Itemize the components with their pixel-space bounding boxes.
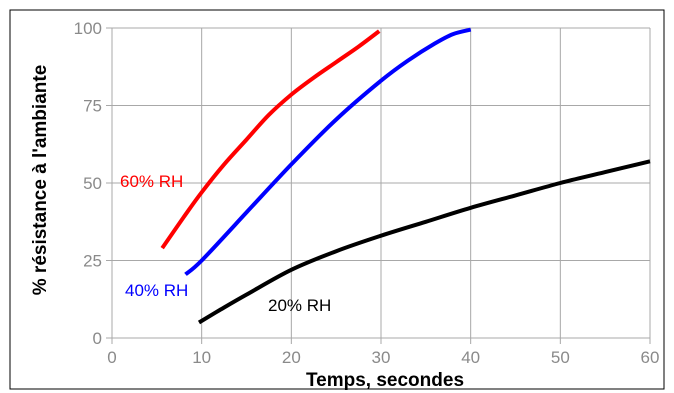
chart-frame: [9, 9, 665, 390]
x-axis-title: Temps, secondes: [306, 370, 464, 391]
y-tick-label: 75: [83, 97, 102, 116]
x-tick-label: 30: [372, 348, 391, 367]
series-line-60rh: [160, 29, 381, 250]
y-tick-label: 50: [83, 174, 102, 193]
x-tick-label: 0: [107, 348, 116, 367]
x-tick-label: 40: [461, 348, 480, 367]
y-tick-label: 0: [93, 329, 102, 348]
series-label-40rh: 40% RH: [125, 281, 188, 300]
y-tick-label: 100: [74, 19, 102, 38]
x-tick-label: 20: [282, 348, 301, 367]
series-lines: [160, 27, 651, 325]
series-line-20rh: [197, 159, 651, 325]
x-tick-label: 10: [192, 348, 211, 367]
axis-ticks: 0 10 20 30 40 50 60 0 25 50 75 100: [74, 19, 660, 367]
x-tick-label: 50: [551, 348, 570, 367]
series-line-40rh: [184, 27, 472, 276]
y-tick-label: 25: [83, 252, 102, 271]
x-tick-label: 60: [641, 348, 660, 367]
y-axis-title: % résistance à l'ambiante: [30, 65, 51, 296]
series-label-20rh: 20% RH: [268, 296, 331, 315]
series-label-60rh: 60% RH: [120, 172, 183, 191]
